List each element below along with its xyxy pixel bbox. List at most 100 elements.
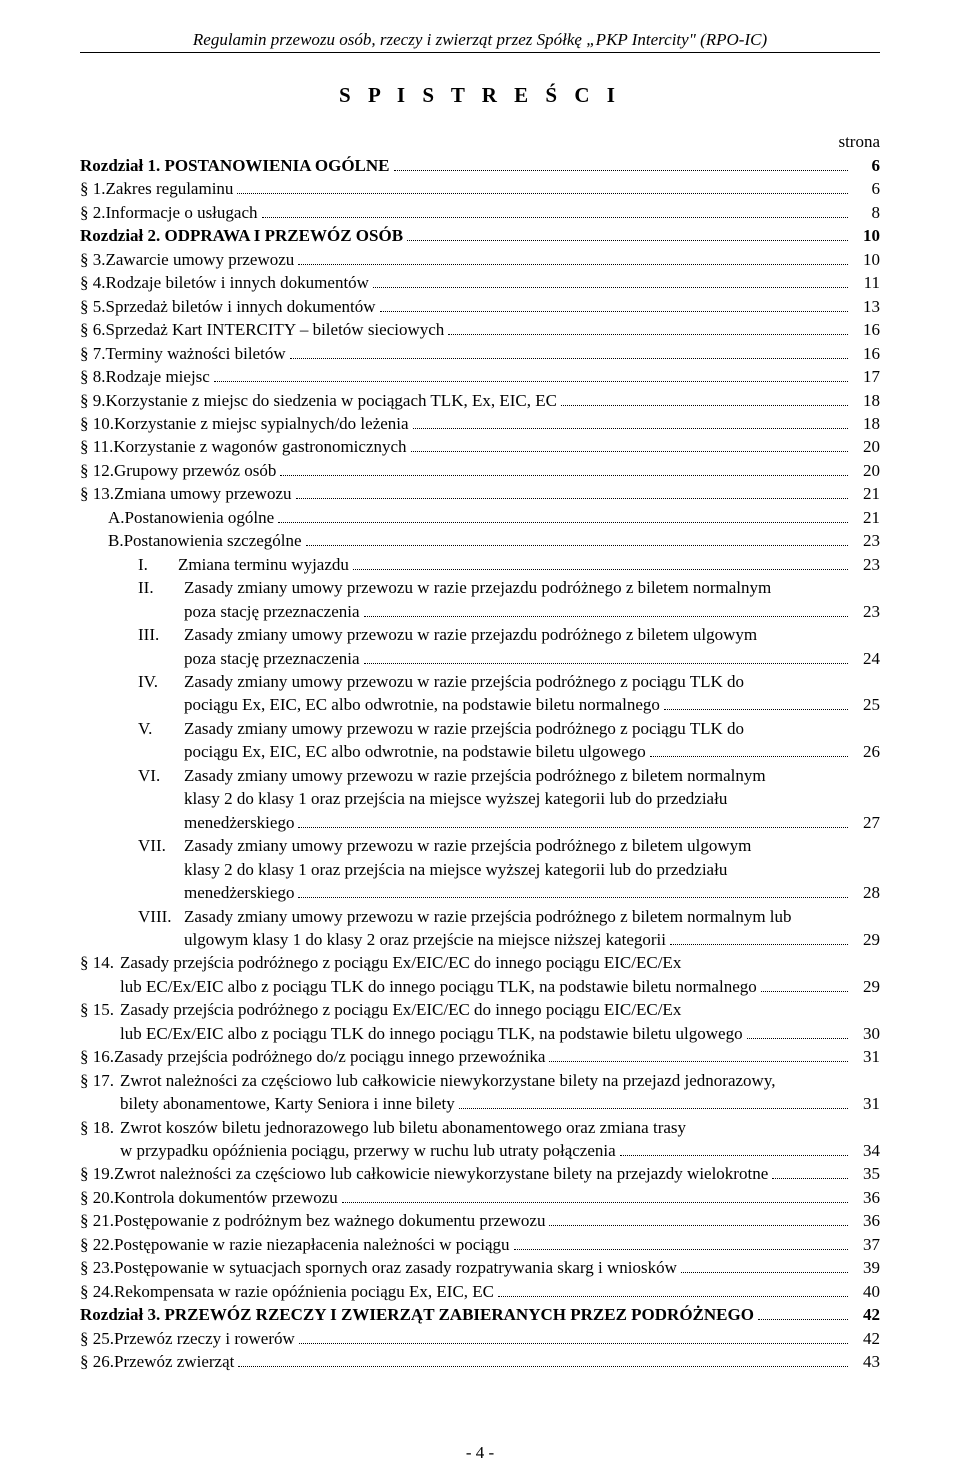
toc-leader bbox=[514, 1234, 848, 1250]
toc-entry-label: VI. bbox=[138, 764, 184, 787]
toc-entry-label: § 8. bbox=[80, 365, 106, 388]
toc-entry-text-line: Zasady zmiany umowy przewozu w razie prz… bbox=[184, 717, 880, 740]
toc-entry-text: w przypadku opóźnienia pociągu, przerwy … bbox=[120, 1139, 616, 1162]
toc-entry-label: § 2. bbox=[80, 201, 106, 224]
toc-entry-label: § 15. bbox=[80, 998, 120, 1021]
toc-entry-label: § 24. bbox=[80, 1280, 114, 1303]
toc-entry-label: § 20. bbox=[80, 1186, 114, 1209]
toc-entry-text-line: Zasady zmiany umowy przewozu w razie prz… bbox=[184, 905, 880, 928]
toc-entry-lastline: menedżerskiego28 bbox=[184, 881, 880, 904]
toc-entry: § 18.Zwrot koszów biletu jednorazowego l… bbox=[80, 1116, 880, 1163]
toc-entry-text: poza stację przeznaczenia bbox=[184, 647, 360, 670]
toc-entry-page: 29 bbox=[852, 928, 880, 951]
toc-leader bbox=[549, 1210, 848, 1226]
toc-entry-page: 23 bbox=[852, 553, 880, 576]
toc-entry-text: Postępowanie w sytuacjach spornych oraz … bbox=[114, 1256, 677, 1279]
toc-entry-label: IV. bbox=[138, 670, 184, 693]
toc-leader bbox=[761, 976, 848, 992]
toc-entry-label: § 6. bbox=[80, 318, 106, 341]
toc-leader bbox=[772, 1163, 848, 1179]
toc-entry-text: poza stację przeznaczenia bbox=[184, 600, 360, 623]
toc-entry-page: 10 bbox=[852, 248, 880, 271]
toc-entry-lastline: menedżerskiego27 bbox=[184, 811, 880, 834]
toc-entry: III.Zasady zmiany umowy przewozu w razie… bbox=[80, 623, 880, 670]
toc-entry-label: V. bbox=[138, 717, 184, 740]
toc-entry: § 10. Korzystanie z miejsc sypialnych/do… bbox=[80, 412, 880, 435]
toc-entry-body: Zasady zmiany umowy przewozu w razie prz… bbox=[184, 905, 880, 952]
toc-entry-body: Zasady przejścia podróżnego z pociągu Ex… bbox=[120, 951, 880, 998]
toc-entry-label: VII. bbox=[138, 834, 184, 857]
toc-leader bbox=[407, 225, 848, 241]
toc-entry-text-line: Zwrot koszów biletu jednorazowego lub bi… bbox=[120, 1116, 880, 1139]
toc-entry: § 3. Zawarcie umowy przewozu10 bbox=[80, 248, 880, 271]
toc-entry: § 9. Korzystanie z miejsc do siedzenia w… bbox=[80, 389, 880, 412]
toc-entry-text-line: Zasady zmiany umowy przewozu w razie prz… bbox=[184, 623, 880, 646]
toc-entry-page: 6 bbox=[852, 154, 880, 177]
toc-leader bbox=[664, 694, 848, 710]
toc-entry-page: 23 bbox=[852, 600, 880, 623]
toc-leader bbox=[298, 811, 848, 827]
toc-leader bbox=[278, 507, 848, 523]
toc-title: S P I S T R E Ś C I bbox=[80, 83, 880, 108]
toc-leader bbox=[620, 1140, 848, 1156]
toc-entry-page: 25 bbox=[852, 693, 880, 716]
toc-leader bbox=[306, 530, 848, 546]
toc-entry-text: Grupowy przewóz osób bbox=[114, 459, 276, 482]
toc-entry-text: lub EC/Ex/EIC albo z pociągu TLK do inne… bbox=[120, 975, 757, 998]
toc-entry-text-line: Zasady przejścia podróżnego z pociągu Ex… bbox=[120, 951, 880, 974]
toc-entry-page: 36 bbox=[852, 1209, 880, 1232]
toc-entry-body: Zasady zmiany umowy przewozu w razie prz… bbox=[184, 623, 880, 670]
toc-leader bbox=[549, 1046, 848, 1062]
toc-entry-page: 16 bbox=[852, 318, 880, 341]
toc-entry: § 25. Przewóz rzeczy i rowerów42 bbox=[80, 1327, 880, 1350]
toc-entry-page: 13 bbox=[852, 295, 880, 318]
toc-entry-body: Zwrot należności za częściowo lub całkow… bbox=[120, 1069, 880, 1116]
toc-entry-text-line: klasy 2 do klasy 1 oraz przejścia na mie… bbox=[184, 787, 880, 810]
toc-entry-label: II. bbox=[138, 576, 184, 599]
toc-entry-label: § 3. bbox=[80, 248, 106, 271]
toc-entry-label: A. bbox=[108, 506, 125, 529]
toc-entry-body: Zasady przejścia podróżnego z pociągu Ex… bbox=[120, 998, 880, 1045]
toc-leader bbox=[238, 1351, 848, 1367]
toc-entry-text: pociągu Ex, EIC, EC albo odwrotnie, na p… bbox=[184, 693, 660, 716]
toc-entry-page: 35 bbox=[852, 1162, 880, 1185]
toc-leader bbox=[681, 1257, 848, 1273]
toc-entry-page: 21 bbox=[852, 506, 880, 529]
toc-leader bbox=[280, 460, 848, 476]
toc-leader bbox=[214, 366, 848, 382]
toc-entry-label: I. bbox=[138, 553, 178, 576]
toc-entry-page: 37 bbox=[852, 1233, 880, 1256]
toc-entry-lastline: poza stację przeznaczenia 23 bbox=[184, 600, 880, 623]
toc-leader bbox=[237, 178, 848, 194]
toc-entry: § 12. Grupowy przewóz osób20 bbox=[80, 459, 880, 482]
toc-entry-body: Zasady zmiany umowy przewozu w razie prz… bbox=[184, 834, 880, 904]
toc-leader bbox=[394, 155, 849, 171]
toc-entry: § 6. Sprzedaż Kart INTERCITY – biletów s… bbox=[80, 318, 880, 341]
toc-entry-text-line: Zasady zmiany umowy przewozu w razie prz… bbox=[184, 764, 880, 787]
toc-entry-page: 27 bbox=[852, 811, 880, 834]
toc-entry-text: Postanowienia szczególne bbox=[124, 529, 302, 552]
toc-entry: § 14.Zasady przejścia podróżnego z pocią… bbox=[80, 951, 880, 998]
toc-entry-label: § 5. bbox=[80, 295, 106, 318]
toc-entry-page: 8 bbox=[852, 201, 880, 224]
toc-entry-body: Zasady zmiany umowy przewozu w razie prz… bbox=[184, 576, 880, 623]
toc-entry: Rozdział 2. ODPRAWA I PRZEWÓZ OSÓB10 bbox=[80, 224, 880, 247]
toc-entry: § 21. Postępowanie z podróżnym bez ważne… bbox=[80, 1209, 880, 1232]
toc-leader bbox=[373, 272, 848, 288]
toc-entry: Rozdział 3. PRZEWÓZ RZECZY I ZWIERZĄT ZA… bbox=[80, 1303, 880, 1326]
toc-entry-text: bilety abonamentowe, Karty Seniora i inn… bbox=[120, 1092, 455, 1115]
toc-entry-page: 21 bbox=[852, 482, 880, 505]
toc-entry-text: Korzystanie z wagonów gastronomicznych bbox=[113, 435, 406, 458]
toc-entry-label: § 16. bbox=[80, 1045, 114, 1068]
toc-entry-text: ulgowym klasy 1 do klasy 2 oraz przejści… bbox=[184, 928, 666, 951]
toc-entry-text: Postępowanie w razie niezapłacenia należ… bbox=[114, 1233, 510, 1256]
toc-entry: § 20. Kontrola dokumentów przewozu36 bbox=[80, 1186, 880, 1209]
toc-entry-page: 31 bbox=[852, 1092, 880, 1115]
toc-entry-page: 23 bbox=[852, 529, 880, 552]
toc-leader bbox=[262, 202, 849, 218]
toc-leader bbox=[498, 1280, 848, 1296]
toc-leader bbox=[364, 600, 848, 616]
toc-entry-label: § 4. bbox=[80, 271, 106, 294]
toc-entry-label: § 19. bbox=[80, 1162, 114, 1185]
toc-entry: § 4. Rodzaje biletów i innych dokumentów… bbox=[80, 271, 880, 294]
